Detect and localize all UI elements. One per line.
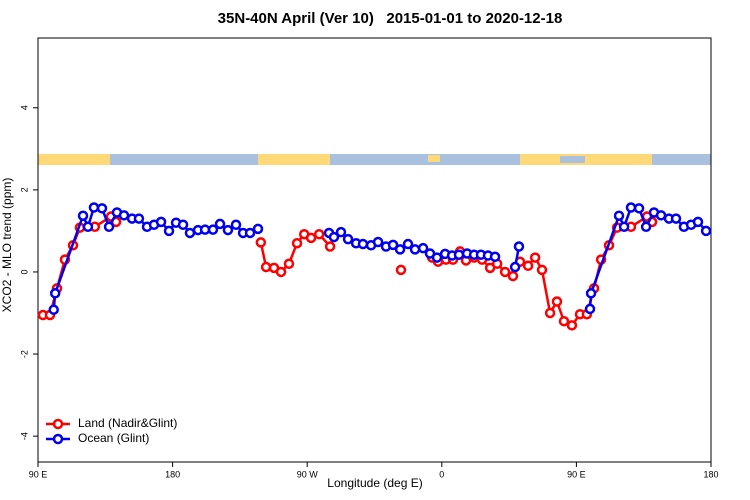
data-point bbox=[103, 221, 115, 233]
x-tick-label: 90 E bbox=[29, 469, 48, 479]
legend-marker bbox=[52, 433, 64, 445]
data-point bbox=[133, 213, 145, 224]
data-point bbox=[324, 241, 336, 252]
y-tick-label: 2 bbox=[19, 187, 29, 192]
data-point bbox=[566, 320, 578, 331]
y-tick-label: -4 bbox=[19, 432, 29, 440]
data-point bbox=[255, 237, 267, 248]
data-point bbox=[417, 242, 429, 254]
data-point bbox=[551, 296, 563, 307]
data-point bbox=[409, 244, 421, 255]
data-point bbox=[529, 252, 541, 263]
chart-title: 35N-40N April (Ver 10) 2015-01-01 to 202… bbox=[218, 10, 563, 27]
data-point bbox=[82, 221, 94, 233]
data-point bbox=[522, 260, 534, 272]
data-point bbox=[335, 226, 347, 238]
legend-label: Ocean (Glint) bbox=[78, 431, 149, 445]
legend-marker bbox=[52, 418, 64, 430]
series-line bbox=[42, 214, 653, 327]
data-point bbox=[222, 224, 234, 236]
data-point bbox=[155, 216, 167, 228]
data-point bbox=[387, 239, 399, 251]
data-point bbox=[88, 202, 100, 213]
x-tick-label: 180 bbox=[165, 469, 180, 479]
data-point bbox=[163, 225, 175, 237]
y-tick-label: 4 bbox=[19, 105, 29, 110]
data-point bbox=[692, 216, 704, 228]
data-point bbox=[507, 270, 519, 282]
data-point bbox=[584, 303, 596, 315]
x-tick-label: 90 E bbox=[567, 469, 586, 479]
data-point bbox=[214, 218, 226, 230]
data-point bbox=[275, 266, 287, 278]
legend: Land (Nadir&Glint)Ocean (Glint) bbox=[46, 416, 177, 445]
y-axis-label: XCO2 - MLO trend (ppm) bbox=[0, 178, 14, 313]
legend-label: Land (Nadir&Glint) bbox=[78, 416, 177, 430]
data-point bbox=[207, 224, 219, 235]
data-point bbox=[305, 232, 317, 244]
data-point bbox=[625, 202, 637, 213]
data-point bbox=[536, 264, 548, 276]
data-point bbox=[513, 241, 525, 252]
data-point bbox=[670, 213, 682, 224]
data-point bbox=[499, 266, 511, 278]
data-point bbox=[96, 203, 108, 214]
data-point bbox=[283, 258, 295, 270]
data-point bbox=[489, 251, 501, 263]
plot-frame bbox=[37, 37, 712, 463]
data-point bbox=[618, 221, 630, 233]
data-point bbox=[313, 228, 325, 240]
data-point bbox=[252, 223, 264, 235]
map-strip bbox=[38, 154, 711, 165]
data-point bbox=[372, 236, 384, 248]
x-tick-label: 180 bbox=[703, 469, 718, 479]
y-tick-label: 0 bbox=[19, 269, 29, 274]
data-point bbox=[118, 210, 130, 221]
data-point bbox=[77, 210, 89, 221]
data-point bbox=[357, 238, 369, 250]
data-point bbox=[395, 264, 407, 276]
data-point bbox=[49, 288, 61, 299]
data-point bbox=[613, 210, 625, 221]
data-point bbox=[402, 238, 414, 250]
data-point bbox=[453, 249, 465, 260]
data-point bbox=[633, 203, 645, 214]
data-point bbox=[328, 231, 340, 243]
data-point bbox=[230, 219, 242, 231]
data-point bbox=[342, 233, 354, 245]
data-point bbox=[640, 221, 652, 233]
data-point bbox=[558, 315, 570, 327]
data-point bbox=[244, 227, 256, 239]
x-axis-label: Longitude (deg E) bbox=[327, 476, 422, 490]
data-point bbox=[177, 219, 189, 231]
data-point bbox=[48, 304, 59, 315]
data-point bbox=[509, 261, 521, 273]
y-tick-label: -2 bbox=[19, 350, 29, 358]
data-point bbox=[700, 225, 712, 237]
x-tick-label: 0 bbox=[439, 469, 444, 479]
data-point bbox=[585, 288, 597, 299]
x-tick-label: 90 W bbox=[297, 469, 319, 479]
data-point bbox=[291, 237, 303, 249]
data-point bbox=[431, 252, 443, 263]
data-point bbox=[544, 307, 556, 319]
data-point bbox=[394, 244, 406, 255]
data-point bbox=[184, 227, 196, 239]
